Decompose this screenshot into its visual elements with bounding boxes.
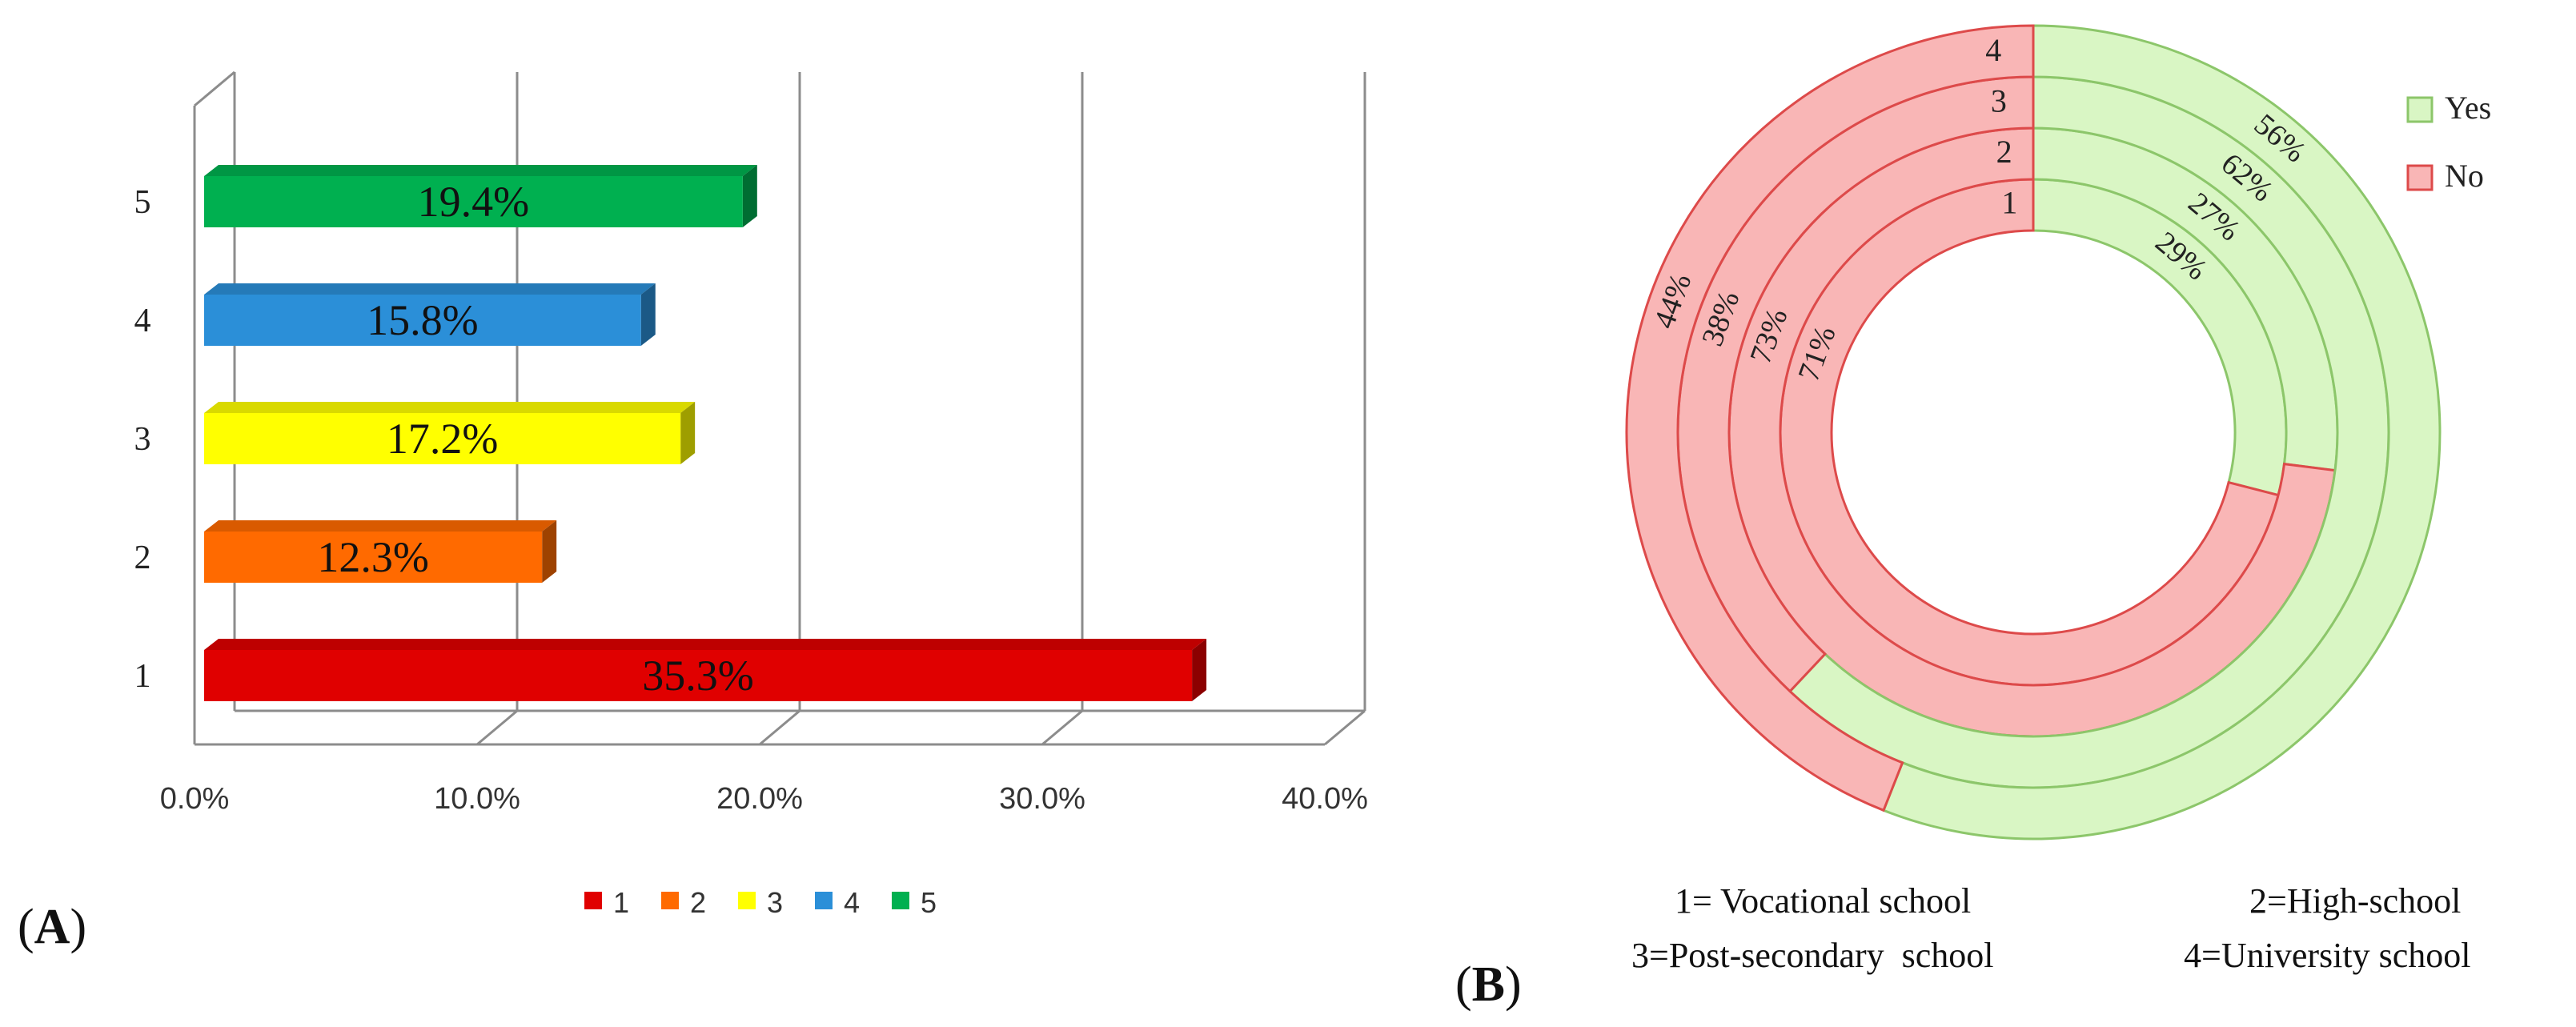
bar-side-face — [640, 283, 656, 346]
category-note: 3=Post-secondary school — [1631, 936, 1994, 975]
category-label: 4 — [134, 303, 151, 339]
bar-side-face — [1192, 639, 1207, 701]
bar — [204, 176, 743, 227]
category-label: 5 — [134, 184, 151, 221]
gridline-floor — [476, 709, 518, 746]
legend-swatch — [661, 892, 679, 909]
bar-chart-category-labels: 1 2 3 4 5 — [134, 184, 151, 695]
x-tick-label: 30.0% — [999, 782, 1085, 816]
bar — [204, 532, 543, 583]
bar-chart-legend: 1 2 3 4 5 — [584, 886, 937, 919]
donut-rings — [1625, 24, 2442, 840]
donut-ring-number: 3 — [1991, 82, 2007, 118]
legend-swatch-yes — [2406, 96, 2434, 123]
bar — [204, 295, 641, 346]
donut-ring-number: 4 — [1985, 32, 2001, 68]
gridline-floor — [1324, 709, 1366, 746]
bar-side-face — [742, 165, 757, 227]
panel-b-label: (B) — [1455, 957, 1522, 1012]
bar-top-face — [204, 165, 757, 176]
legend-swatch — [738, 892, 756, 909]
panel-letter: A — [34, 900, 70, 954]
panel-paren-close: ) — [70, 900, 86, 954]
panel-letter: B — [1472, 957, 1505, 1012]
bar — [204, 413, 681, 464]
panel-paren-open: ( — [18, 900, 34, 954]
legend-swatch — [584, 892, 602, 909]
category-note: 2=High-school — [2249, 881, 2461, 921]
x-tick-label: 0.0% — [160, 782, 230, 816]
x-tick-label: 20.0% — [716, 782, 803, 816]
category-label: 1 — [134, 658, 151, 695]
bar-side-face — [680, 402, 696, 464]
bar-side-face — [542, 520, 557, 583]
legend-swatch — [892, 892, 909, 909]
category-note: 4=University school — [2184, 936, 2470, 975]
donut-ring-labels: 1 2 3 4 — [1985, 32, 2017, 221]
bar-top-face — [204, 639, 1207, 650]
x-tick-label: 10.0% — [434, 782, 520, 816]
panel-a-label: (A) — [18, 900, 86, 954]
category-label: 3 — [134, 421, 151, 458]
legend-label: 2 — [690, 886, 706, 919]
bar-top-face — [204, 520, 557, 532]
donut-segment-yes — [1882, 24, 2442, 840]
category-label: 2 — [134, 540, 151, 576]
bar-value-label: 19.4% — [418, 178, 529, 226]
x-tick-label: 40.0% — [1282, 782, 1368, 816]
legend-label: 4 — [844, 886, 860, 919]
legend-label-no: No — [2445, 158, 2484, 194]
legend-label: 1 — [613, 886, 629, 919]
category-note: 1= Vocational school — [1675, 881, 1971, 921]
bar-value-label: 17.2% — [387, 415, 498, 463]
donut-category-notes: 1= Vocational school 2=High-school 3=Post-… — [1631, 881, 2470, 975]
donut-ring-number: 1 — [2001, 185, 2017, 221]
bar-value-label: 35.3% — [642, 652, 753, 700]
legend-label: 3 — [767, 886, 783, 919]
bar-top-face — [204, 402, 696, 413]
donut-legend: Yes No — [2406, 90, 2491, 194]
bar-top-face — [204, 283, 656, 295]
bar-value-label: 15.8% — [367, 296, 478, 344]
legend-swatch — [815, 892, 833, 909]
legend-label-yes: Yes — [2445, 90, 2491, 126]
gridline-floor — [759, 709, 800, 746]
top-corner-edge — [194, 70, 235, 107]
bar — [204, 650, 1193, 701]
panel-paren-close: ) — [1505, 957, 1522, 1012]
legend-label: 5 — [921, 886, 937, 919]
panel-a-bar-chart: 35.3%12.3%17.2%15.8%19.4% 0.0% 10.0% 20.0%… — [18, 70, 1368, 954]
panel-paren-open: ( — [1455, 957, 1472, 1012]
legend-swatch-no — [2406, 164, 2434, 191]
bar-chart-x-ticks: 0.0% 10.0% 20.0% 30.0% 40.0% — [160, 782, 1368, 816]
gridline-floor — [1041, 709, 1083, 746]
bar-value-label: 12.3% — [317, 533, 428, 581]
donut-segment-no — [1625, 24, 2035, 812]
bar-chart-bars: 35.3% 12.3% 17.2% 15.8% 19.4% — [204, 165, 1207, 701]
donut-ring-number: 2 — [1996, 134, 2012, 170]
